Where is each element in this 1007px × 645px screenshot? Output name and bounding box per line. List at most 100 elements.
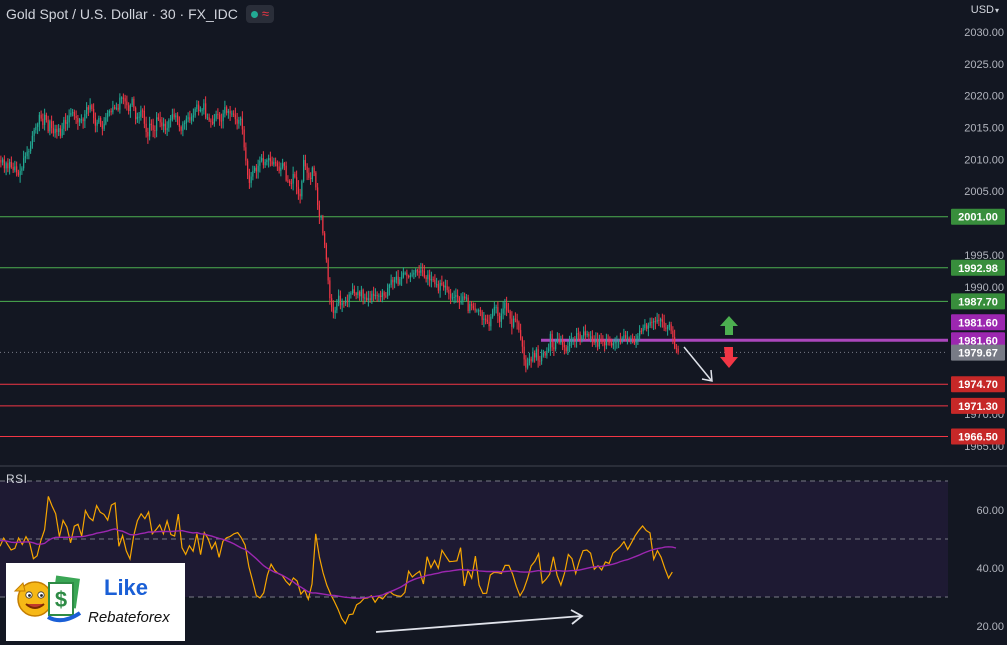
candle <box>388 283 390 296</box>
candle <box>203 99 205 115</box>
candle-body <box>304 160 306 167</box>
candle <box>269 151 271 167</box>
candle <box>187 112 189 123</box>
candle-body <box>33 130 35 136</box>
candle <box>180 125 182 135</box>
candle <box>105 112 107 126</box>
candle <box>247 158 249 180</box>
candle-body <box>558 339 560 343</box>
rsi-ma-line[interactable] <box>0 528 677 599</box>
candle <box>189 110 191 123</box>
candle <box>380 290 382 302</box>
waves-icon: ≈ <box>261 6 269 21</box>
candle-body <box>593 340 595 343</box>
currency-label: USD <box>970 4 994 16</box>
candle-body <box>96 122 98 126</box>
candle <box>551 330 553 352</box>
candle <box>297 180 299 200</box>
candle <box>616 335 618 349</box>
candle-body <box>154 130 156 132</box>
candle-body <box>495 307 497 309</box>
candle <box>493 301 495 316</box>
candle <box>499 312 501 328</box>
candle <box>514 312 516 323</box>
candle <box>196 100 198 112</box>
candle <box>329 277 331 305</box>
candle <box>94 112 96 133</box>
candle-body <box>504 302 506 309</box>
candle-body <box>534 353 536 358</box>
candle-body <box>642 328 644 332</box>
support-price-label[interactable]: 1974.70 <box>951 376 1005 393</box>
candle-body <box>478 310 480 312</box>
candle-body <box>283 163 285 166</box>
candle <box>49 119 51 136</box>
candle <box>478 308 480 316</box>
candle <box>371 290 373 304</box>
candle <box>255 163 257 179</box>
resistance-price-label[interactable]: 1992.98 <box>951 259 1005 276</box>
candle-body <box>273 161 275 165</box>
resistance-price-label-text: 2001.00 <box>958 212 998 224</box>
candle-body <box>420 270 422 273</box>
candle <box>122 93 124 105</box>
symbol-title[interactable]: Gold Spot / U.S. Dollar · 30 · FX_IDC <box>6 6 238 22</box>
candle <box>579 331 581 346</box>
candle <box>621 336 623 344</box>
candle-body <box>70 112 72 116</box>
support-price-label[interactable]: 1966.50 <box>951 428 1005 445</box>
candle-body <box>537 349 539 361</box>
candle <box>325 242 327 263</box>
candle-body <box>112 107 114 113</box>
candle-body <box>353 289 355 294</box>
candle-body <box>285 165 287 181</box>
candles[interactable] <box>0 93 679 373</box>
rsi-axis[interactable]: 60.00 40.00 20.00 <box>976 505 1004 633</box>
price-axis[interactable]: 2030.00 2025.00 2020.00 2015.00 2010.00 2005.… <box>964 27 1004 453</box>
currency-selector[interactable]: USD▾ <box>971 4 999 16</box>
candle <box>128 102 130 115</box>
candle <box>539 355 541 366</box>
market-status-badge[interactable]: ≈ <box>245 5 274 23</box>
pivot-price-label-2[interactable]: 1981.60 <box>951 332 1005 349</box>
rsi-tick-label: 20.00 <box>976 621 1004 633</box>
resistance-price-label-text: 1987.70 <box>958 296 998 308</box>
last-price-label[interactable]: 1979.67 <box>951 344 1005 361</box>
candle <box>150 119 152 131</box>
candle-body <box>609 341 611 343</box>
candle-body <box>238 119 240 124</box>
candle <box>409 272 411 283</box>
candle-body <box>373 293 375 296</box>
candle <box>639 325 641 341</box>
candle <box>495 304 497 314</box>
candle-body <box>590 336 592 338</box>
candle <box>28 148 30 160</box>
candle <box>646 322 648 332</box>
candle-body <box>453 296 455 298</box>
support-price-label[interactable]: 1971.30 <box>951 397 1005 414</box>
candle <box>252 165 254 181</box>
candle-body <box>644 324 646 329</box>
resistance-price-label[interactable]: 1987.70 <box>951 293 1005 310</box>
candle <box>115 102 117 111</box>
candle <box>66 115 68 131</box>
candle-body <box>66 122 68 124</box>
candle <box>100 116 102 128</box>
candle <box>548 343 550 353</box>
resistance-price-label[interactable]: 2001.00 <box>951 208 1005 225</box>
rising-arrow-line <box>375 615 583 633</box>
candle-body <box>23 158 25 169</box>
candle <box>423 265 425 279</box>
rsi-pane-label[interactable]: RSI <box>6 472 28 486</box>
candle-body <box>612 343 614 346</box>
candle <box>583 326 585 340</box>
candle-body <box>243 129 245 148</box>
candle <box>131 97 133 107</box>
pivot-price-label[interactable]: 1981.60 <box>951 314 1005 331</box>
candle <box>156 112 158 138</box>
rsi-line[interactable] <box>0 496 673 625</box>
candle <box>35 123 37 134</box>
candle-body <box>366 297 368 301</box>
candle-body <box>177 115 179 124</box>
